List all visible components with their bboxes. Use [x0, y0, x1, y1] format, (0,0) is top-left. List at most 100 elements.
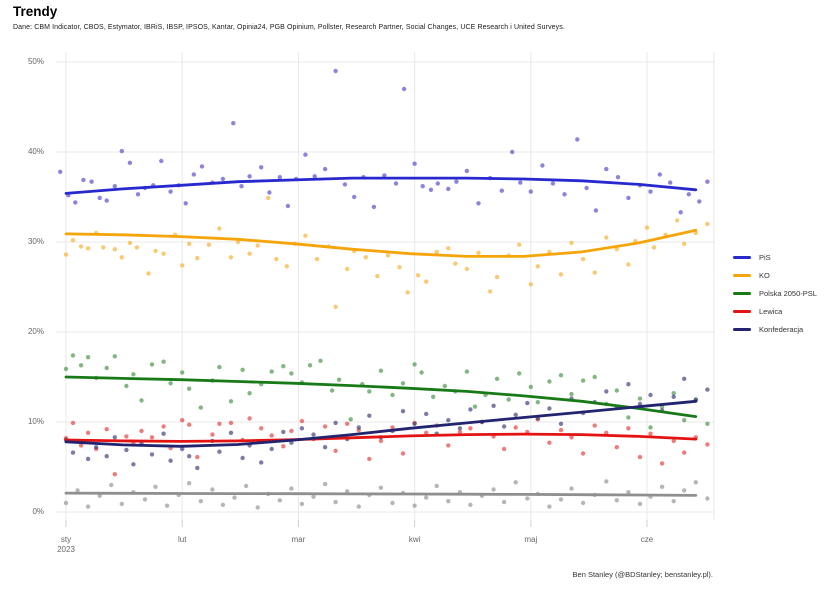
poll-point-lewica	[333, 448, 338, 453]
poll-point-others	[153, 484, 158, 489]
poll-point-ko	[345, 266, 350, 272]
poll-point-pis	[454, 179, 459, 184]
poll-point-polska2050psl	[124, 383, 129, 389]
poll-point-polska2050psl	[671, 391, 676, 396]
poll-point-pis	[401, 86, 407, 92]
poll-point-ko	[127, 240, 133, 246]
poll-point-lewica	[78, 443, 84, 448]
trend-line-polska2050psl	[64, 375, 698, 419]
poll-point-pis	[277, 175, 282, 180]
poll-point-pis	[97, 195, 102, 201]
poll-point-others	[434, 483, 439, 489]
poll-point-polska2050psl	[187, 386, 192, 391]
poll-point-polska2050psl	[329, 388, 335, 393]
poll-point-lewica	[187, 422, 192, 427]
poll-point-pis	[648, 189, 653, 194]
poll-point-polska2050psl	[318, 358, 323, 363]
poll-point-polska2050psl	[104, 365, 109, 371]
poll-point-konfederacja	[228, 430, 234, 435]
poll-point-pis	[352, 194, 357, 200]
poll-point-ko	[195, 256, 200, 261]
poll-point-others	[333, 499, 338, 505]
poll-point-pis	[562, 192, 567, 197]
poll-point-polska2050psl	[269, 369, 274, 374]
poll-point-pis	[322, 166, 328, 172]
poll-point-lewica	[513, 425, 518, 430]
poll-point-ko	[604, 235, 609, 240]
poll-point-lewica	[180, 418, 185, 423]
poll-point-konfederacja	[400, 409, 406, 414]
poll-point-konfederacja	[705, 387, 710, 392]
poll-point-ko	[85, 246, 91, 251]
poll-point-konfederacja	[367, 413, 372, 418]
poll-point-others	[468, 502, 473, 507]
poll-point-others	[614, 498, 619, 503]
poll-point-others	[198, 499, 203, 504]
poll-point-konfederacja	[322, 445, 328, 450]
legend-swatch-konfederacja	[733, 328, 751, 331]
poll-point-pis	[518, 180, 523, 185]
poll-point-ko	[63, 252, 69, 257]
legend-item-pis: PiS	[733, 252, 817, 263]
poll-point-pis	[191, 172, 196, 177]
poll-point-pis	[705, 179, 710, 184]
poll-point-ko	[187, 241, 192, 246]
poll-point-ko	[303, 233, 308, 238]
poll-point-pis	[112, 184, 118, 189]
poll-point-lewica	[269, 433, 274, 438]
poll-point-konfederacja	[104, 454, 109, 459]
poll-point-pis	[119, 148, 125, 154]
poll-point-polska2050psl	[161, 359, 166, 364]
poll-point-polska2050psl	[85, 355, 91, 360]
poll-point-others	[446, 499, 451, 504]
poll-point-ko	[434, 249, 439, 255]
poll-point-ko	[101, 245, 106, 250]
poll-point-lewica	[400, 451, 406, 456]
trend-line-others	[64, 491, 698, 497]
poll-point-pis	[686, 192, 691, 197]
poll-point-konfederacja	[259, 460, 264, 465]
poll-point-pis	[412, 161, 417, 166]
poll-point-konfederacja	[424, 411, 429, 417]
poll-point-ko	[385, 253, 391, 258]
poll-point-others	[569, 486, 574, 491]
poll-point-ko	[535, 264, 540, 269]
x-tick-label-lut: lut	[177, 535, 187, 544]
poll-point-pis	[285, 203, 291, 209]
poll-point-others	[345, 489, 350, 494]
poll-point-ko	[134, 245, 140, 250]
poll-point-konfederacja	[356, 425, 361, 430]
poll-point-lewica	[228, 420, 234, 426]
poll-point-pis	[135, 192, 141, 197]
legend-label-polska2050psl: Polska 2050-PSL	[759, 289, 817, 298]
poll-point-konfederacja	[525, 400, 530, 406]
poll-point-lewica	[705, 442, 710, 447]
poll-point-others	[378, 485, 384, 490]
legend-swatch-ko	[733, 274, 751, 277]
poll-point-konfederacja	[501, 424, 507, 429]
poll-point-pis	[420, 184, 425, 189]
poll-point-polska2050psl	[149, 362, 155, 367]
poll-point-pis	[159, 158, 164, 164]
poll-point-lewica	[648, 431, 653, 436]
poll-point-konfederacja	[85, 456, 91, 462]
poll-point-polska2050psl	[198, 405, 203, 410]
poll-point-polska2050psl	[547, 379, 552, 384]
legend-item-polska2050psl: Polska 2050-PSL	[733, 288, 817, 299]
poll-point-lewica	[345, 421, 350, 426]
poll-point-polska2050psl	[217, 364, 222, 370]
poll-point-pis	[247, 174, 252, 179]
poll-point-ko	[592, 270, 597, 275]
poll-point-polska2050psl	[247, 391, 252, 396]
poll-point-polska2050psl	[592, 374, 597, 380]
poll-point-lewica	[139, 428, 144, 434]
poll-point-others	[277, 498, 282, 503]
poll-point-polska2050psl	[131, 372, 136, 377]
poll-point-polska2050psl	[705, 421, 710, 426]
y-tick-label-30: 30%	[27, 237, 44, 246]
poll-point-others	[580, 500, 586, 506]
poll-point-lewica	[124, 434, 129, 439]
poll-point-polska2050psl	[400, 381, 406, 386]
poll-point-polska2050psl	[367, 389, 372, 394]
